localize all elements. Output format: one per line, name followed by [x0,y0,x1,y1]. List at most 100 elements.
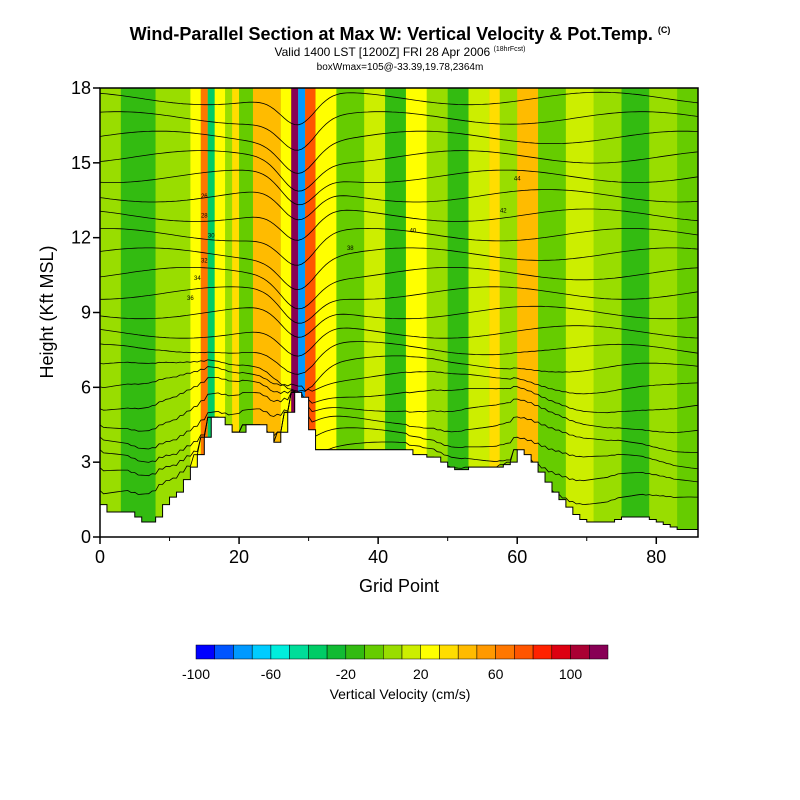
velocity-band [155,88,191,537]
colorbar-swatch [551,644,571,660]
velocity-band [305,88,316,537]
theta-contour [100,366,698,395]
theta-contour [100,111,698,151]
theta-contour [100,305,698,338]
x-tick-label: 80 [646,547,666,567]
terrain-mask [99,391,699,538]
theta-contour [100,169,698,206]
x-tick-label: 60 [507,547,527,567]
y-tick-label: 6 [81,377,91,397]
theta-contour [100,341,698,375]
colorbar-label: 20 [413,666,429,682]
theta-contour [100,391,698,453]
velocity-band [649,88,678,537]
y-axis: 0 3 6 9 12 15 18 [71,78,100,547]
theta-contour [100,391,698,470]
velocity-band [489,88,500,537]
velocity-band [621,88,650,537]
copyright-mark: (C) [657,25,671,35]
theta-contour [100,355,698,392]
colorbar-swatch [589,644,609,660]
contour-label: 30 [208,234,215,240]
colorbar-swatch [570,644,590,660]
colorbar-swatch [401,644,421,660]
theta-contour [100,391,698,483]
colorbar-label: -20 [336,666,356,682]
chart-title: Wind-Parallel Section at Max W: Vertical… [0,24,800,45]
velocity-band [517,88,539,537]
x-axis: 0 20 40 60 80 [95,537,666,567]
y-tick-label: 18 [71,78,91,98]
velocity-band [232,88,240,537]
x-tick-label: 20 [229,547,249,567]
contour-label: 36 [187,296,194,302]
colorbar-title: Vertical Velocity (cm/s) [330,686,471,702]
colorbar-swatch [326,644,347,660]
contour-label: 38 [347,246,354,252]
y-tick-label: 15 [71,153,91,173]
velocity-band [426,88,448,537]
velocity-band [207,88,215,537]
colorbar-swatch [289,644,309,660]
velocity-band [214,88,226,537]
theta-contour [100,286,698,324]
velocity-band [538,88,566,537]
colorbar-swatch [364,644,384,660]
colorbar-swatch [420,644,440,660]
colorbar-swatch [457,644,478,660]
colorbar-swatch [345,644,365,660]
y-tick-label: 3 [81,452,91,472]
contour-label: 28 [201,214,208,220]
theta-contour [100,189,698,221]
theta-contour [100,377,698,414]
velocity-band [468,88,490,537]
colorbar-label: 100 [559,666,583,682]
chart-subtitle: Valid 1400 LST [1200Z] FRI 28 Apr 2006 (… [0,45,800,59]
colorbar-label: 60 [488,666,504,682]
theta-contour [100,208,698,241]
contour-label: 32 [201,259,208,265]
theta-contour [100,91,698,126]
velocity-band [190,88,201,537]
box-info-text: boxWmax=105@-33.39,19.78,2364m [316,62,484,73]
contour-label: 34 [194,276,201,282]
theta-contour [100,325,698,357]
colorbar-swatch [195,644,215,660]
contour-label: 40 [410,229,417,235]
title-text: Wind-Parallel Section at Max W: Vertical… [129,24,653,44]
theta-contours: 26 28 30 32 34 36 38 40 42 44 [100,91,698,506]
colorbar: -100 -60 -20 20 60 100 [182,644,609,682]
theta-contour [100,391,698,434]
contour-label: 26 [201,194,208,200]
colorbar-swatch [495,644,515,660]
velocity-band [447,88,469,537]
y-tick-label: 9 [81,303,91,323]
y-axis-title: Height (Kft MSL) [37,245,57,378]
forecast-hour: (18hrFcst) [493,46,526,53]
velocity-band [565,88,594,537]
theta-contour [100,247,698,291]
colorbar-swatch [308,644,328,660]
colorbar-swatch [251,644,272,660]
velocity-band [280,88,292,537]
y-tick-label: 0 [81,527,91,547]
velocity-band [120,88,156,537]
contour-label: 42 [500,209,507,215]
colorbar-swatch [270,644,290,660]
velocity-band [225,88,233,537]
colorbar-swatch [439,644,459,660]
velocity-band [100,88,121,537]
valid-time: Valid 1400 LST [1200Z] FRI 28 Apr 2006 [274,45,491,59]
colorbar-swatch [532,644,553,660]
theta-contour [100,150,698,192]
theta-contour [100,227,698,266]
velocity-band [677,88,698,537]
velocity-band [315,88,337,537]
colorbar-label: -60 [261,666,281,682]
colorbar-swatch [214,644,234,660]
velocity-band [385,88,406,537]
velocity-band [298,88,306,537]
colorbar-label: -100 [182,666,210,682]
x-tick-label: 40 [368,547,388,567]
